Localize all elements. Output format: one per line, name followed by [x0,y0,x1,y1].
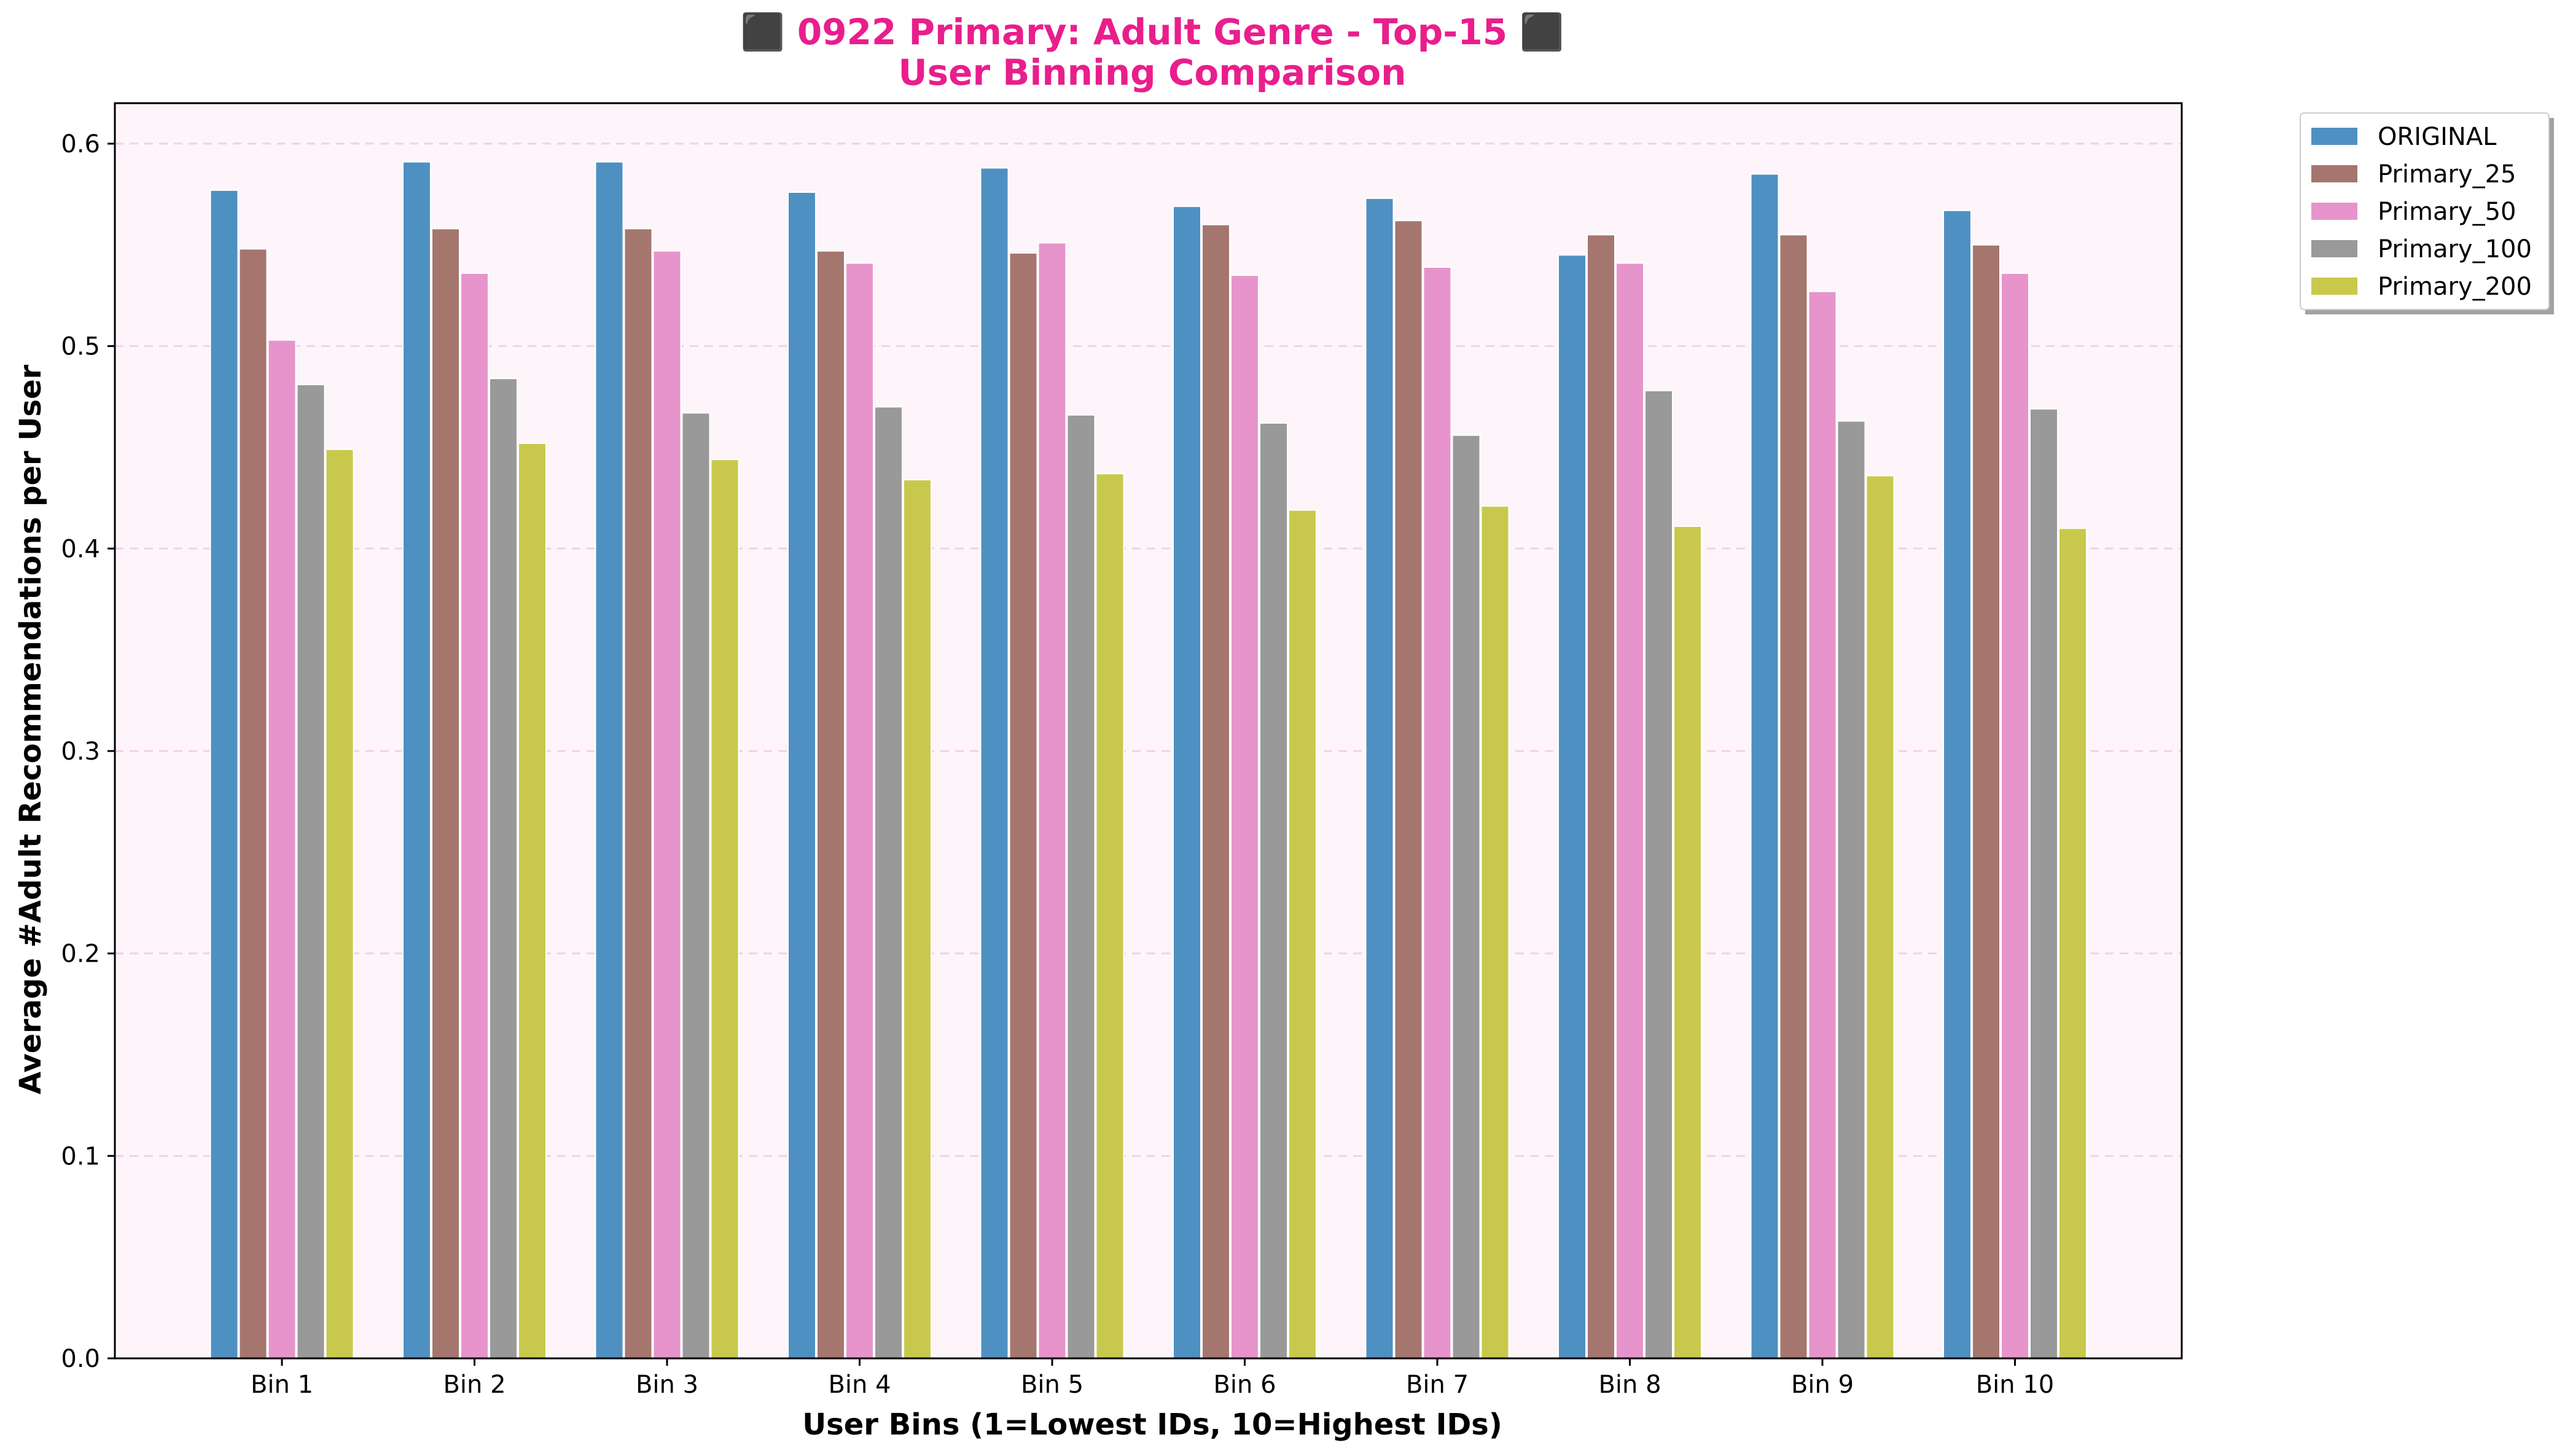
bar-primary_50-1 [267,339,297,1360]
y-tick-label: 0.3 [61,738,100,766]
bar-primary_25-1 [238,248,268,1359]
bar-primary_50-8 [1615,262,1644,1359]
x-tick-label: Bin 4 [828,1371,891,1399]
bar-original-7 [1365,197,1394,1360]
bar-primary_25-6 [1201,224,1230,1360]
legend-swatch [2311,128,2357,145]
x-tick-label: Bin 6 [1213,1371,1276,1399]
bar-primary_100-8 [1644,390,1673,1359]
bar-primary_100-4 [874,406,903,1359]
bar-primary_25-3 [623,228,653,1359]
bar-primary_200-10 [2058,528,2087,1359]
x-tick-label: Bin 10 [1976,1371,2055,1399]
bar-original-3 [595,161,624,1359]
bar-primary_200-5 [1095,473,1125,1359]
y-axis-label: Average #Adult Recommendations per User [14,365,48,1095]
x-tick-label: Bin 8 [1598,1371,1661,1399]
chart-title-line2: User Binning Comparison [899,52,1407,93]
bar-primary_100-9 [1837,420,1866,1360]
bar-primary_200-9 [1865,475,1895,1359]
bar-primary_50-2 [460,272,489,1359]
bar-original-5 [980,167,1009,1359]
bar-original-9 [1750,173,1779,1359]
bar-original-8 [1558,254,1587,1359]
bar-primary_100-3 [681,412,711,1359]
bar-primary_200-8 [1673,526,1702,1360]
bars-group [209,161,2087,1360]
bar-primary_50-5 [1037,242,1067,1359]
x-axis-label: User Bins (1=Lowest IDs, 10=Highest IDs) [802,1407,1502,1442]
bar-primary_25-2 [431,228,460,1359]
bar-original-1 [209,189,239,1360]
chart-title-line1: ⬛ 0922 Primary: Adult Genre - Top-15 ⬛ [741,11,1564,53]
bar-primary_50-9 [1808,290,1837,1360]
bar-primary_50-7 [1423,267,1452,1359]
plot-frame [114,102,2183,1360]
x-tick-label: Bin 5 [1021,1371,1083,1399]
bar-primary_200-2 [518,442,547,1360]
bar-primary_200-7 [1480,505,1510,1359]
bar-primary_25-10 [1972,244,2001,1360]
bar-primary_50-3 [652,250,682,1359]
bar-primary_25-5 [1009,252,1038,1359]
bar-original-10 [1943,209,1972,1360]
bar-primary_25-8 [1587,234,1615,1360]
bar-primary_50-4 [845,262,874,1359]
y-tick-label: 0.0 [61,1345,100,1373]
y-tick-label: 0.2 [61,940,100,968]
x-tick-label: Bin 7 [1406,1371,1469,1399]
legend-label: ORIGINAL [2378,123,2497,151]
bar-primary_100-6 [1259,422,1288,1359]
bar-primary_100-1 [296,384,326,1359]
legend-label: Primary_200 [2378,273,2532,301]
bar-original-6 [1173,206,1201,1359]
bar-primary_50-10 [2001,272,2029,1359]
bar-primary_100-7 [1451,434,1481,1359]
x-tick-label: Bin 1 [251,1371,313,1399]
y-tick-label: 0.4 [61,535,100,563]
legend-label: Primary_25 [2378,160,2516,189]
legend-label: Primary_50 [2378,198,2516,226]
bar-original-2 [402,161,431,1359]
legend-swatch [2311,278,2357,295]
legend-swatch [2311,203,2357,220]
x-axis: Bin 1 Bin 2 Bin 3 Bin 4 Bin 5 Bin 6 Bin 7 Bin 8… [251,1358,2054,1399]
legend-label: Primary_100 [2378,235,2532,263]
legend-swatch [2311,240,2357,257]
y-tick-label: 0.1 [61,1142,100,1170]
bar-primary_200-1 [325,448,354,1359]
bar-primary_200-4 [903,479,932,1360]
y-axis: 0.0 0.1 0.2 0.3 0.4 0.5 0.6 [61,130,115,1373]
bar-primary_50-6 [1230,274,1259,1359]
y-tick-label: 0.6 [61,130,100,158]
bar-primary_200-3 [710,459,740,1359]
bar-primary_100-5 [1066,414,1096,1359]
x-tick-label: Bin 9 [1791,1371,1854,1399]
legend: ORIGINAL Primary_25 Primary_50 Primary_100 P… [2300,112,2554,314]
legend-box [2300,112,2550,310]
bar-primary_100-10 [2029,408,2058,1360]
legend-swatch [2311,165,2357,182]
bar-primary_25-4 [816,250,845,1359]
y-tick-label: 0.5 [61,333,100,361]
x-tick-label: Bin 2 [443,1371,506,1399]
bar-primary_200-6 [1288,509,1317,1359]
bar-primary_25-9 [1779,234,1808,1360]
bar-primary_100-2 [489,378,518,1359]
x-tick-label: Bin 3 [636,1371,698,1399]
bar-primary_25-7 [1394,220,1423,1359]
bar-original-4 [787,192,816,1359]
